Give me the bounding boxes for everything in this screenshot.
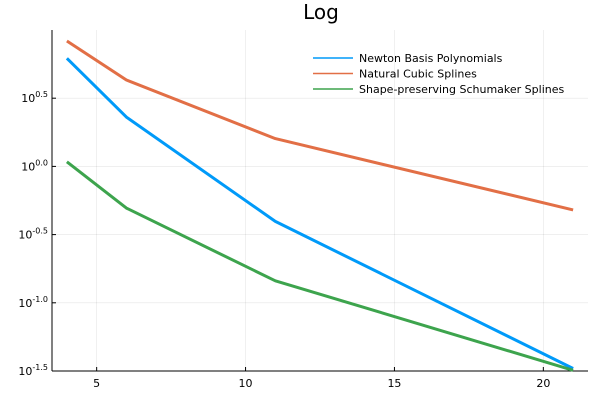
y-tick-base: 10 [18,297,32,310]
y-tick-exponent: -1.0 [32,295,48,304]
legend-label-1: Newton Basis Polynomials [359,52,503,65]
x-tick-label: 10 [239,377,253,390]
series-line-3 [65,160,574,372]
legend-label-2: Natural Cubic Splines [359,68,477,81]
series-layer [65,39,574,372]
x-tick-label: 20 [536,377,550,390]
y-tick-exponent: 0.0 [35,158,48,167]
y-tick-label: 10-0.5 [18,227,48,242]
y-tick-base: 10 [18,365,32,378]
y-tick-base: 10 [18,229,32,242]
y-tick-exponent: -0.5 [32,227,48,236]
y-tick-exponent: 0.5 [35,90,48,99]
legend-label-3: Shape-preserving Schumaker Splines [359,83,564,96]
series-line-1 [65,57,574,370]
x-tick-label: 15 [387,377,401,390]
y-tick-base: 10 [21,92,35,105]
series-line-2 [66,39,574,212]
legend: Newton Basis Polynomials Natural Cubic Sp… [313,52,564,96]
chart-title: Log [303,0,339,24]
y-tick-label: 100.0 [21,158,48,173]
y-tick-exponent: -1.5 [32,363,48,372]
y-tick-label: 10-1.5 [18,363,48,378]
y-tick-label: 100.5 [21,90,48,105]
y-tick-base: 10 [21,160,35,173]
x-tick-label: 5 [93,377,100,390]
y-tick-label: 10-1.0 [18,295,48,310]
